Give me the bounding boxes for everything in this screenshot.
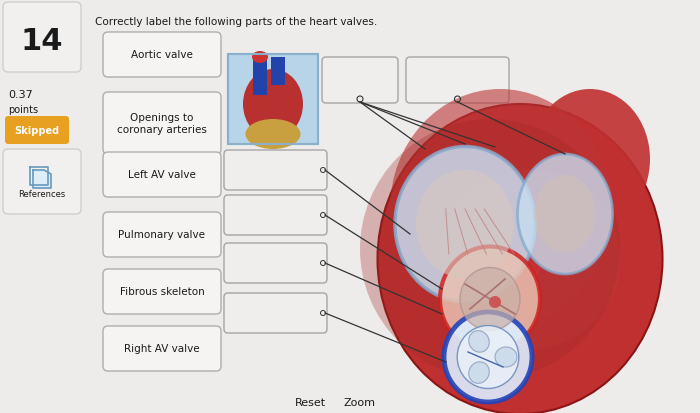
FancyBboxPatch shape — [224, 151, 327, 190]
FancyBboxPatch shape — [322, 58, 398, 104]
Ellipse shape — [243, 70, 303, 140]
FancyBboxPatch shape — [103, 93, 221, 154]
Ellipse shape — [457, 326, 519, 389]
FancyBboxPatch shape — [103, 326, 221, 371]
FancyBboxPatch shape — [224, 195, 327, 235]
FancyBboxPatch shape — [3, 150, 81, 214]
Text: Aortic valve: Aortic valve — [131, 50, 193, 60]
Ellipse shape — [440, 247, 540, 351]
Polygon shape — [450, 254, 540, 294]
Ellipse shape — [489, 296, 501, 308]
Ellipse shape — [534, 176, 596, 254]
Text: Openings to
coronary arteries: Openings to coronary arteries — [117, 112, 207, 135]
FancyBboxPatch shape — [3, 3, 81, 73]
Ellipse shape — [252, 52, 268, 64]
Text: Reset: Reset — [295, 397, 326, 407]
Ellipse shape — [517, 154, 612, 274]
FancyBboxPatch shape — [224, 243, 327, 283]
Text: points: points — [8, 105, 38, 115]
Text: Correctly label the following parts of the heart valves.: Correctly label the following parts of t… — [95, 17, 377, 27]
Polygon shape — [33, 171, 51, 189]
FancyBboxPatch shape — [228, 55, 318, 145]
Ellipse shape — [416, 170, 514, 279]
Text: Left AV valve: Left AV valve — [128, 170, 196, 180]
FancyBboxPatch shape — [5, 117, 69, 145]
Text: Right AV valve: Right AV valve — [124, 344, 200, 354]
Ellipse shape — [390, 90, 610, 329]
Text: Skipped: Skipped — [15, 126, 60, 136]
FancyBboxPatch shape — [103, 212, 221, 257]
Text: Fibrous skeleton: Fibrous skeleton — [120, 287, 204, 297]
Ellipse shape — [460, 268, 520, 331]
Bar — [253, 58, 267, 96]
Text: References: References — [18, 190, 66, 199]
Bar — [271, 58, 285, 86]
Text: Pulmonary valve: Pulmonary valve — [118, 230, 206, 240]
FancyBboxPatch shape — [103, 269, 221, 314]
Ellipse shape — [377, 105, 662, 413]
FancyBboxPatch shape — [103, 33, 221, 78]
FancyBboxPatch shape — [103, 153, 221, 197]
Text: 14: 14 — [21, 27, 63, 56]
Ellipse shape — [395, 147, 535, 302]
Ellipse shape — [440, 170, 620, 349]
Text: Zoom: Zoom — [344, 397, 376, 407]
FancyBboxPatch shape — [406, 58, 509, 104]
Ellipse shape — [530, 90, 650, 230]
Ellipse shape — [469, 331, 489, 352]
Ellipse shape — [444, 312, 532, 402]
Text: 0.37: 0.37 — [8, 90, 33, 100]
FancyBboxPatch shape — [224, 293, 327, 333]
Ellipse shape — [469, 362, 489, 383]
Ellipse shape — [246, 120, 300, 150]
Ellipse shape — [495, 347, 517, 367]
Ellipse shape — [360, 120, 620, 379]
